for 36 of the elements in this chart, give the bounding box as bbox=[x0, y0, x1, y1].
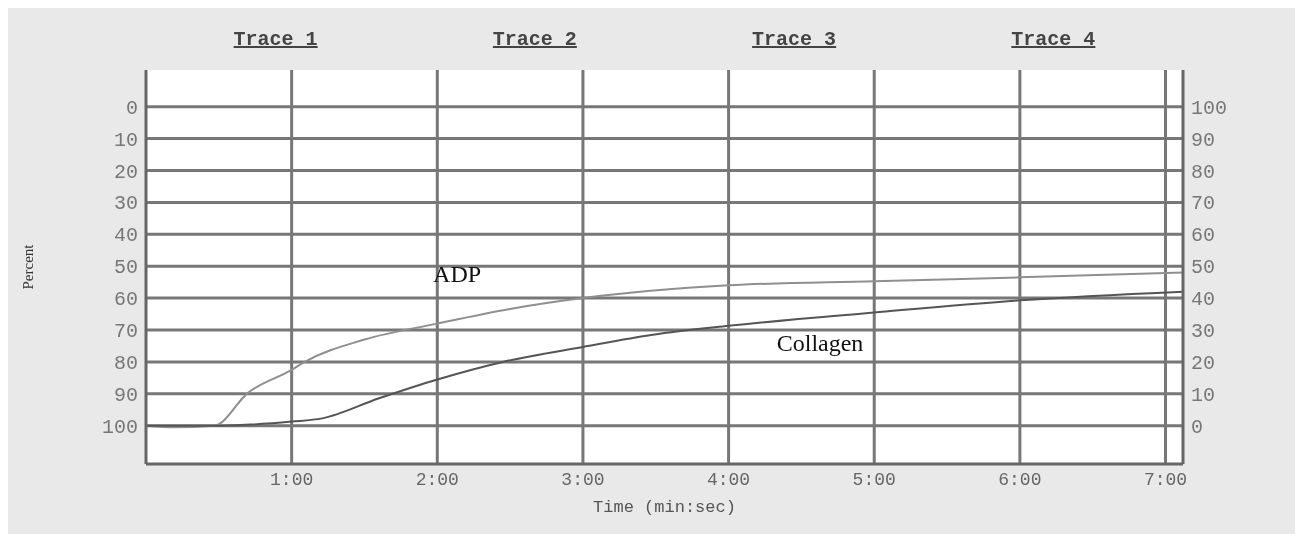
y2-tick-label: 80 bbox=[1191, 160, 1216, 184]
y2-tick-label: 20 bbox=[1191, 352, 1216, 376]
y2-tick-label: 40 bbox=[1191, 288, 1216, 312]
y2-tick-label: 50 bbox=[1191, 256, 1216, 280]
y-tick-label: 0 bbox=[125, 96, 138, 120]
x-tick-label: 3:00 bbox=[561, 469, 605, 490]
x-tick-label: 4:00 bbox=[706, 469, 751, 490]
x-tick-label: 1:00 bbox=[270, 469, 314, 490]
y-tick-label: 40 bbox=[113, 224, 138, 248]
y-tick-label: 100 bbox=[101, 415, 138, 439]
y2-tick-label: 70 bbox=[1191, 192, 1216, 216]
y2-tick-label: 90 bbox=[1191, 128, 1216, 152]
y-axis-title: Percent bbox=[20, 243, 37, 290]
text: Trace 4 bbox=[1010, 28, 1097, 51]
y-tick-label: 30 bbox=[113, 192, 138, 216]
y-tick-label: 90 bbox=[113, 383, 138, 407]
x-tick-label: 5:00 bbox=[852, 469, 896, 490]
y-tick-label: 70 bbox=[113, 320, 138, 344]
series-label: Collagen bbox=[776, 330, 864, 357]
y2-tick-label: 30 bbox=[1191, 320, 1216, 344]
x-axis-title: Time (min:sec) bbox=[593, 498, 736, 517]
x-tick-label: 7:00 bbox=[1143, 469, 1188, 490]
text: Trace 1 bbox=[232, 28, 319, 51]
x-tick-label: 2:00 bbox=[415, 469, 459, 490]
y-tick-label: 60 bbox=[113, 288, 138, 312]
y-tick-label: 10 bbox=[113, 128, 138, 152]
y2-tick-label: 60 bbox=[1191, 224, 1216, 248]
text: Trace 3 bbox=[751, 28, 838, 51]
y2-tick-label: 10 bbox=[1191, 383, 1216, 407]
y2-tick-label: 100 bbox=[1191, 96, 1228, 120]
y-tick-label: 50 bbox=[113, 256, 138, 280]
x-tick-label: 6:00 bbox=[998, 469, 1042, 490]
text: Trace 2 bbox=[491, 28, 578, 51]
y2-tick-label: 0 bbox=[1191, 415, 1204, 439]
y-tick-label: 80 bbox=[113, 352, 138, 376]
y-tick-label: 20 bbox=[113, 160, 138, 184]
